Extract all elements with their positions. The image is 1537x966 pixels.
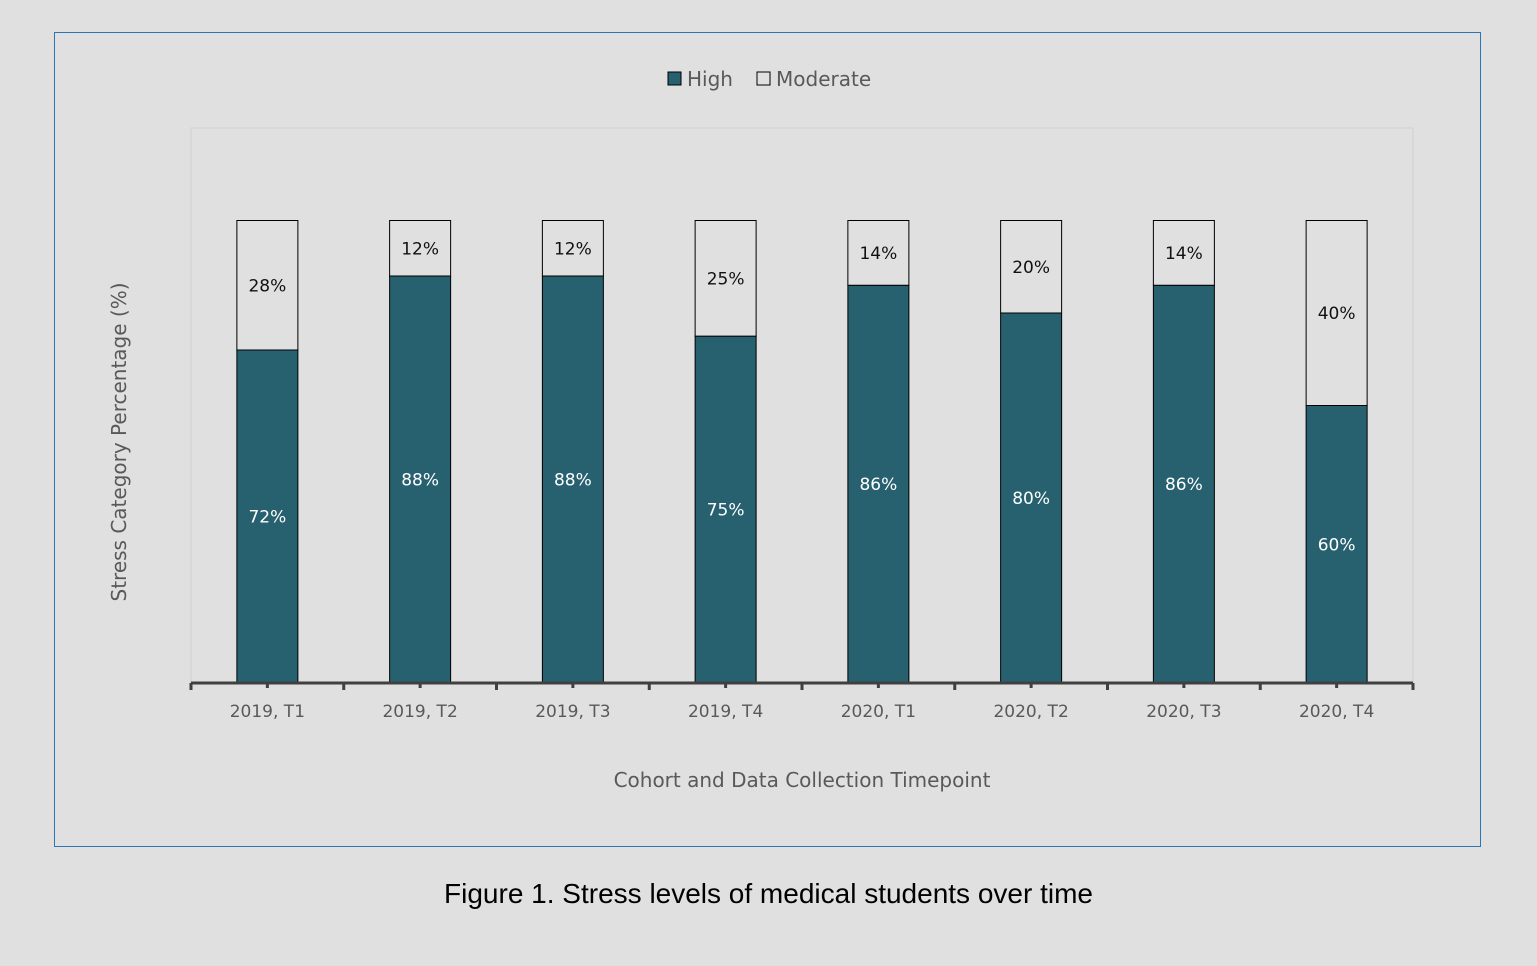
x-tick-label: 2019, T4 <box>688 702 763 722</box>
legend-label-moderate: Moderate <box>776 67 871 91</box>
data-label: 88% <box>554 471 592 491</box>
bar-moderate <box>389 220 452 277</box>
data-label: 25% <box>707 269 745 289</box>
data-label: 14% <box>1165 244 1203 264</box>
y-axis-title: Stress Category Percentage (%) <box>107 282 131 601</box>
data-label: 75% <box>707 501 745 521</box>
bar-moderate <box>847 220 910 286</box>
x-tick-label: 2019, T1 <box>230 702 305 722</box>
x-tick-label: 2020, T3 <box>1146 702 1221 722</box>
bar-high <box>847 284 910 684</box>
data-label: 86% <box>1165 475 1203 495</box>
data-label: 12% <box>401 239 439 259</box>
data-label: 72% <box>248 508 286 528</box>
data-label: 20% <box>1012 258 1050 278</box>
bar-high <box>694 335 757 684</box>
legend-swatch-high <box>667 71 682 86</box>
legend-swatch-moderate <box>756 71 771 86</box>
x-tick-label: 2020, T4 <box>1299 702 1374 722</box>
data-label: 60% <box>1318 535 1356 555</box>
data-label: 80% <box>1012 489 1050 509</box>
bar-moderate <box>541 220 604 277</box>
data-label: 28% <box>248 276 286 296</box>
chart-frame <box>54 32 1481 847</box>
bar-high <box>1152 284 1215 684</box>
bar-moderate <box>694 220 757 337</box>
x-axis-title: Cohort and Data Collection Timepoint <box>614 768 991 792</box>
data-label: 88% <box>401 471 439 491</box>
x-tick-label: 2019, T3 <box>535 702 610 722</box>
bar-moderate <box>1152 220 1215 286</box>
bar-moderate <box>1000 220 1063 314</box>
plot-area <box>190 127 1414 684</box>
bar-moderate <box>236 220 299 351</box>
data-label: 86% <box>859 475 897 495</box>
data-label: 12% <box>554 239 592 259</box>
bar-high <box>389 275 452 684</box>
legend-label-high: High <box>687 67 733 91</box>
bar-high <box>1305 405 1368 684</box>
x-tick-label: 2020, T1 <box>841 702 916 722</box>
x-tick-label: 2020, T2 <box>993 702 1068 722</box>
bar-moderate <box>1305 220 1368 406</box>
data-label: 40% <box>1318 304 1356 324</box>
data-label: 14% <box>859 244 897 264</box>
x-tick-label: 2019, T2 <box>382 702 457 722</box>
figure-caption: Figure 1. Stress levels of medical stude… <box>444 878 1093 909</box>
bar-high <box>1000 312 1063 684</box>
